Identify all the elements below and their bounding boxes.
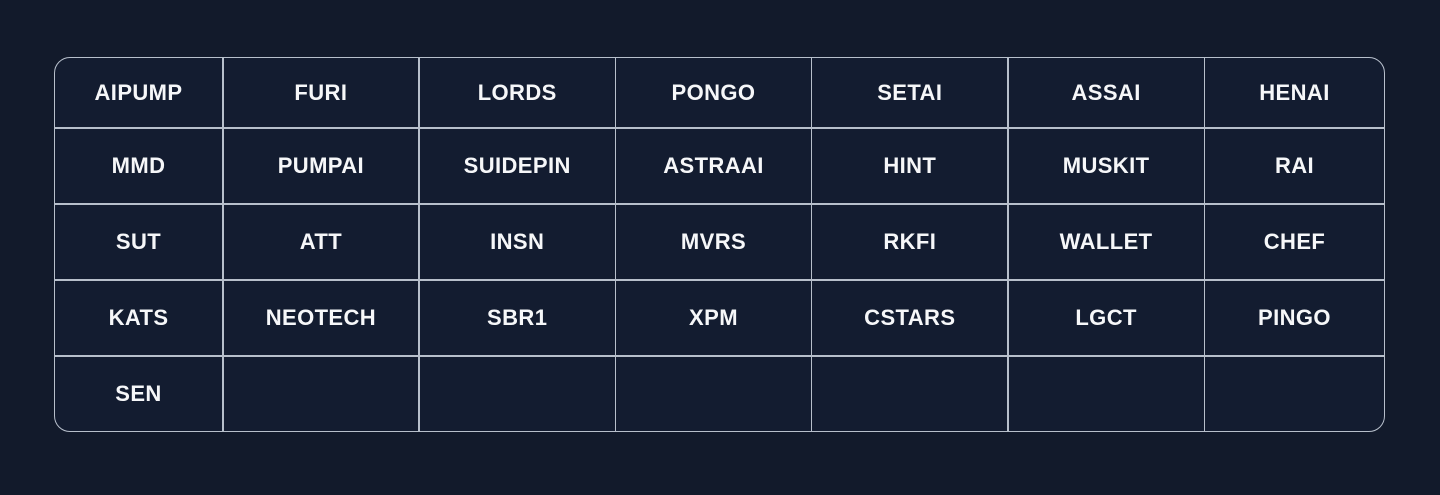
ticker-cell: WALLET bbox=[1008, 204, 1204, 279]
ticker-cell: HINT bbox=[812, 128, 1008, 203]
ticker-cell: AIPUMP bbox=[55, 58, 222, 127]
ticker-cell: PUMPAI bbox=[223, 128, 419, 203]
ticker-cell: XPM bbox=[616, 280, 811, 355]
empty-cell bbox=[1205, 356, 1384, 431]
ticker-cell: ASSAI bbox=[1008, 58, 1204, 127]
ticker-cell: SUIDEPIN bbox=[419, 128, 615, 203]
ticker-cell: ASTRAAI bbox=[616, 128, 811, 203]
ticker-cell: FURI bbox=[223, 58, 419, 127]
empty-cell bbox=[812, 356, 1008, 431]
ticker-cell: MVRS bbox=[616, 204, 811, 279]
ticker-cell: MUSKIT bbox=[1008, 128, 1204, 203]
ticker-cell: RKFI bbox=[812, 204, 1008, 279]
ticker-cell: PONGO bbox=[616, 58, 811, 127]
ticker-cell: ATT bbox=[223, 204, 419, 279]
ticker-cell: INSN bbox=[419, 204, 615, 279]
ticker-cell: KATS bbox=[55, 280, 222, 355]
ticker-cell: SEN bbox=[55, 356, 222, 431]
ticker-cell: SETAI bbox=[812, 58, 1008, 127]
empty-cell bbox=[223, 356, 419, 431]
empty-cell bbox=[419, 356, 615, 431]
ticker-cell: SBR1 bbox=[419, 280, 615, 355]
ticker-cell: LORDS bbox=[419, 58, 615, 127]
ticker-cell: RAI bbox=[1205, 128, 1384, 203]
ticker-cell: MMD bbox=[55, 128, 222, 203]
ticker-cell: PINGO bbox=[1205, 280, 1384, 355]
ticker-cell: CSTARS bbox=[812, 280, 1008, 355]
ticker-cell: CHEF bbox=[1205, 204, 1384, 279]
empty-cell bbox=[616, 356, 811, 431]
empty-cell bbox=[1008, 356, 1204, 431]
ticker-cell: SUT bbox=[55, 204, 222, 279]
ticker-cell: LGCT bbox=[1008, 280, 1204, 355]
ticker-cell: NEOTECH bbox=[223, 280, 419, 355]
ticker-cell: HENAI bbox=[1205, 58, 1384, 127]
ticker-table: AIPUMP FURI LORDS PONGO SETAI ASSAI HENA… bbox=[54, 57, 1385, 432]
